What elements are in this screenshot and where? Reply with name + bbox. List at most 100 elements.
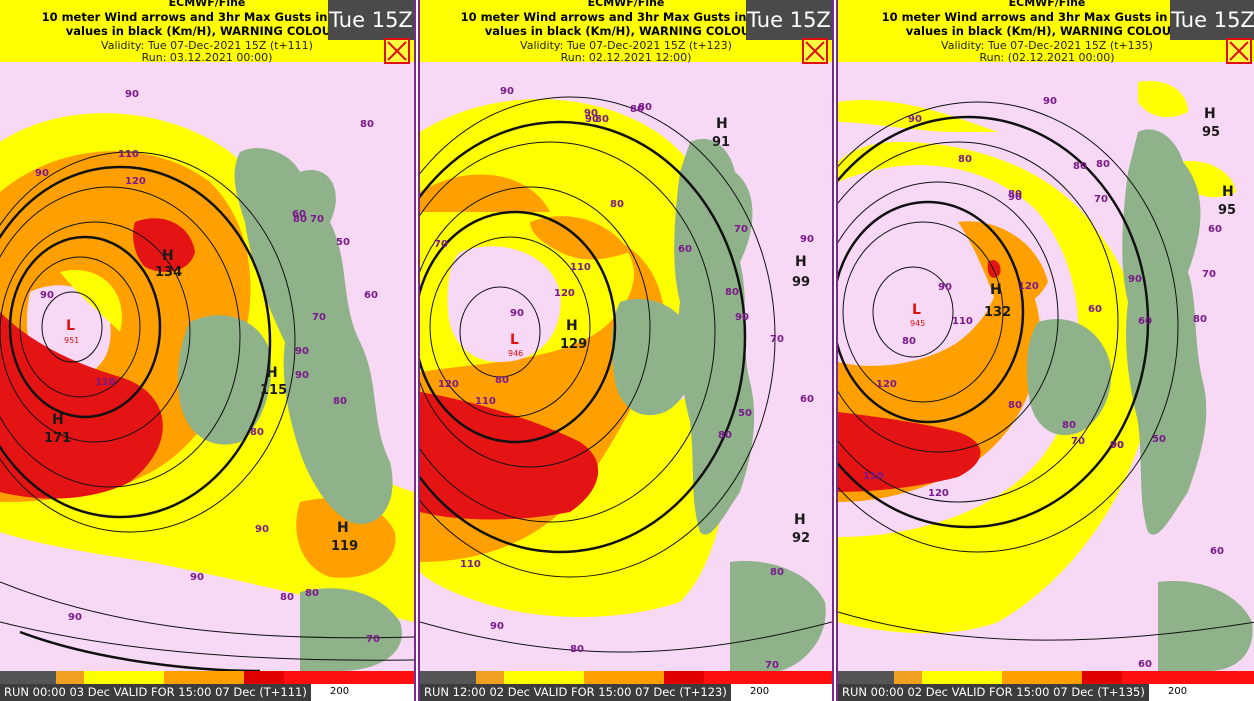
- contour-label: 80: [333, 396, 347, 407]
- contour-label: 70: [312, 312, 326, 323]
- contour-label: 80: [1193, 314, 1207, 325]
- close-icon[interactable]: [802, 38, 828, 64]
- contour-label: 60: [678, 244, 692, 255]
- legend-swatch: [1122, 671, 1254, 684]
- high-gust-letter: H: [162, 248, 174, 264]
- contour-label: 80: [570, 644, 584, 655]
- run-footer-text: RUN 12:00 02 Dec VALID FOR 15:00 07 Dec …: [420, 684, 731, 701]
- high-gust-letter: H: [990, 282, 1002, 298]
- contour-label: 80: [770, 567, 784, 578]
- high-gust-value: 134: [155, 265, 182, 280]
- close-icon[interactable]: [1226, 38, 1252, 64]
- legend-swatch: [164, 671, 244, 684]
- contour-label: 110: [570, 262, 591, 273]
- contour-label: 70: [734, 224, 748, 235]
- colour-legend: [0, 671, 414, 684]
- contour-label: 90: [295, 370, 309, 381]
- high-gust-value: 95: [1218, 203, 1236, 218]
- high-gust-letter: H: [337, 520, 349, 536]
- high-gust-value: 132: [984, 305, 1011, 320]
- contour-label: 60: [1138, 316, 1152, 327]
- legend-swatch: [664, 671, 704, 684]
- run-text: Run: 02.12.2021 12:00): [560, 51, 692, 64]
- contour-label: 70: [366, 634, 380, 645]
- chart-title-line1: 10 meter Wind arrows and 3hr Max Gusts i…: [460, 10, 792, 24]
- legend-swatch: [56, 671, 84, 684]
- contour-label: 80: [595, 114, 609, 125]
- contour-label: 80: [495, 375, 509, 386]
- low-pressure-value: 951: [64, 336, 79, 345]
- contour-label: 60: [1138, 659, 1152, 670]
- contour-labels: 90 80 80 90 80 90 80 70 60 70 90 80 110 …: [863, 96, 1224, 670]
- contour-label: 110: [863, 471, 884, 482]
- contour-label: 80: [1008, 400, 1022, 411]
- time-badge: Tue 15Z: [1170, 0, 1254, 40]
- chart-title-line1: 10 meter Wind arrows and 3hr Max Gusts i…: [881, 10, 1213, 24]
- contour-label: 80: [280, 592, 294, 603]
- contour-label: 90: [35, 168, 49, 179]
- contour-labels: 90 80 110 120 90 90 80 90 90 80 90 70 60…: [35, 89, 380, 645]
- contour-label: 90: [908, 114, 922, 125]
- legend-swatch: [838, 671, 894, 684]
- contour-label: 90: [584, 108, 598, 119]
- contour-label: 120: [928, 488, 949, 499]
- contour-label: 80: [1062, 420, 1076, 431]
- high-gust-value: 115: [260, 383, 287, 398]
- model-name: ECMWF/Fine: [587, 0, 665, 9]
- high-gust-value: 99: [792, 275, 810, 290]
- contour-label: 120: [876, 379, 897, 390]
- contour-label: 90: [1128, 274, 1142, 285]
- contour-label: 60: [800, 394, 814, 405]
- low-pressure-letter: L: [912, 302, 921, 318]
- contour-label: 80: [1096, 159, 1110, 170]
- contour-label: 90: [735, 312, 749, 323]
- legend-swatch: [284, 671, 414, 684]
- panel-footer: RUN 12:00 02 Dec VALID FOR 15:00 07 Dec …: [420, 671, 832, 701]
- legend-swatch: [704, 671, 832, 684]
- contour-label: 90: [1110, 440, 1124, 451]
- low-pressure-value: 946: [508, 349, 523, 358]
- high-gust-letter: H: [566, 318, 578, 334]
- contour-label: 70: [765, 660, 779, 671]
- legend-swatch: [244, 671, 284, 684]
- contour-label: 60: [364, 290, 378, 301]
- validity-text: Validity: Tue 07-Dec-2021 15Z (t+135): [941, 39, 1153, 52]
- high-gust-value: 119: [331, 539, 358, 554]
- contour-label: 80: [293, 214, 307, 225]
- contour-label: 120: [438, 379, 459, 390]
- contour-label: 90: [1110, 440, 1124, 451]
- chart-title-line2: values in black (Km/H), WARNING COLOURS: [65, 24, 349, 38]
- high-gust-value: 91: [712, 135, 730, 150]
- high-gust-value: 95: [1202, 125, 1220, 140]
- colour-legend: [838, 671, 1254, 684]
- contour-label: 80: [718, 430, 732, 441]
- high-gust-letter: H: [795, 254, 807, 270]
- run-text: Run: 03.12.2021 00:00): [141, 51, 273, 64]
- run-footer-text: RUN 00:00 02 Dec VALID FOR 15:00 07 Dec …: [838, 684, 1149, 701]
- contour-label: 50: [738, 408, 752, 419]
- legend-swatch: [504, 671, 584, 684]
- scale-label: 200: [1168, 686, 1188, 697]
- contour-label: 110: [118, 149, 139, 160]
- contour-label: 90: [255, 524, 269, 535]
- close-icon[interactable]: [384, 38, 410, 64]
- forecast-panel-t135: ECMWF/Fine 10 meter Wind arrows and 3hr …: [836, 0, 1254, 701]
- contour-label: 80: [1008, 189, 1022, 200]
- contour-label: 110: [460, 559, 481, 570]
- contour-labels: 90 80 80 90 70 110 90 80 120 120 110 90 …: [434, 86, 814, 671]
- low-pressure-letter: L: [510, 332, 519, 348]
- high-gust-value: 92: [792, 531, 810, 546]
- contour-label: 90: [500, 86, 514, 97]
- contour-label: 120: [125, 176, 146, 187]
- chart-title-line2: values in black (Km/H), WARNING COLOURS: [905, 24, 1189, 38]
- high-gust-letter: H: [1222, 184, 1234, 200]
- legend-swatch: [922, 671, 1002, 684]
- contour-label: 80: [630, 104, 644, 115]
- legend-swatch: [894, 671, 922, 684]
- contour-label: 90: [510, 308, 524, 319]
- contour-label: 70: [434, 239, 448, 250]
- contour-label: 90: [1043, 96, 1057, 107]
- contour-label: 80: [958, 154, 972, 165]
- contour-label: 90: [490, 621, 504, 632]
- legend-swatch: [84, 671, 164, 684]
